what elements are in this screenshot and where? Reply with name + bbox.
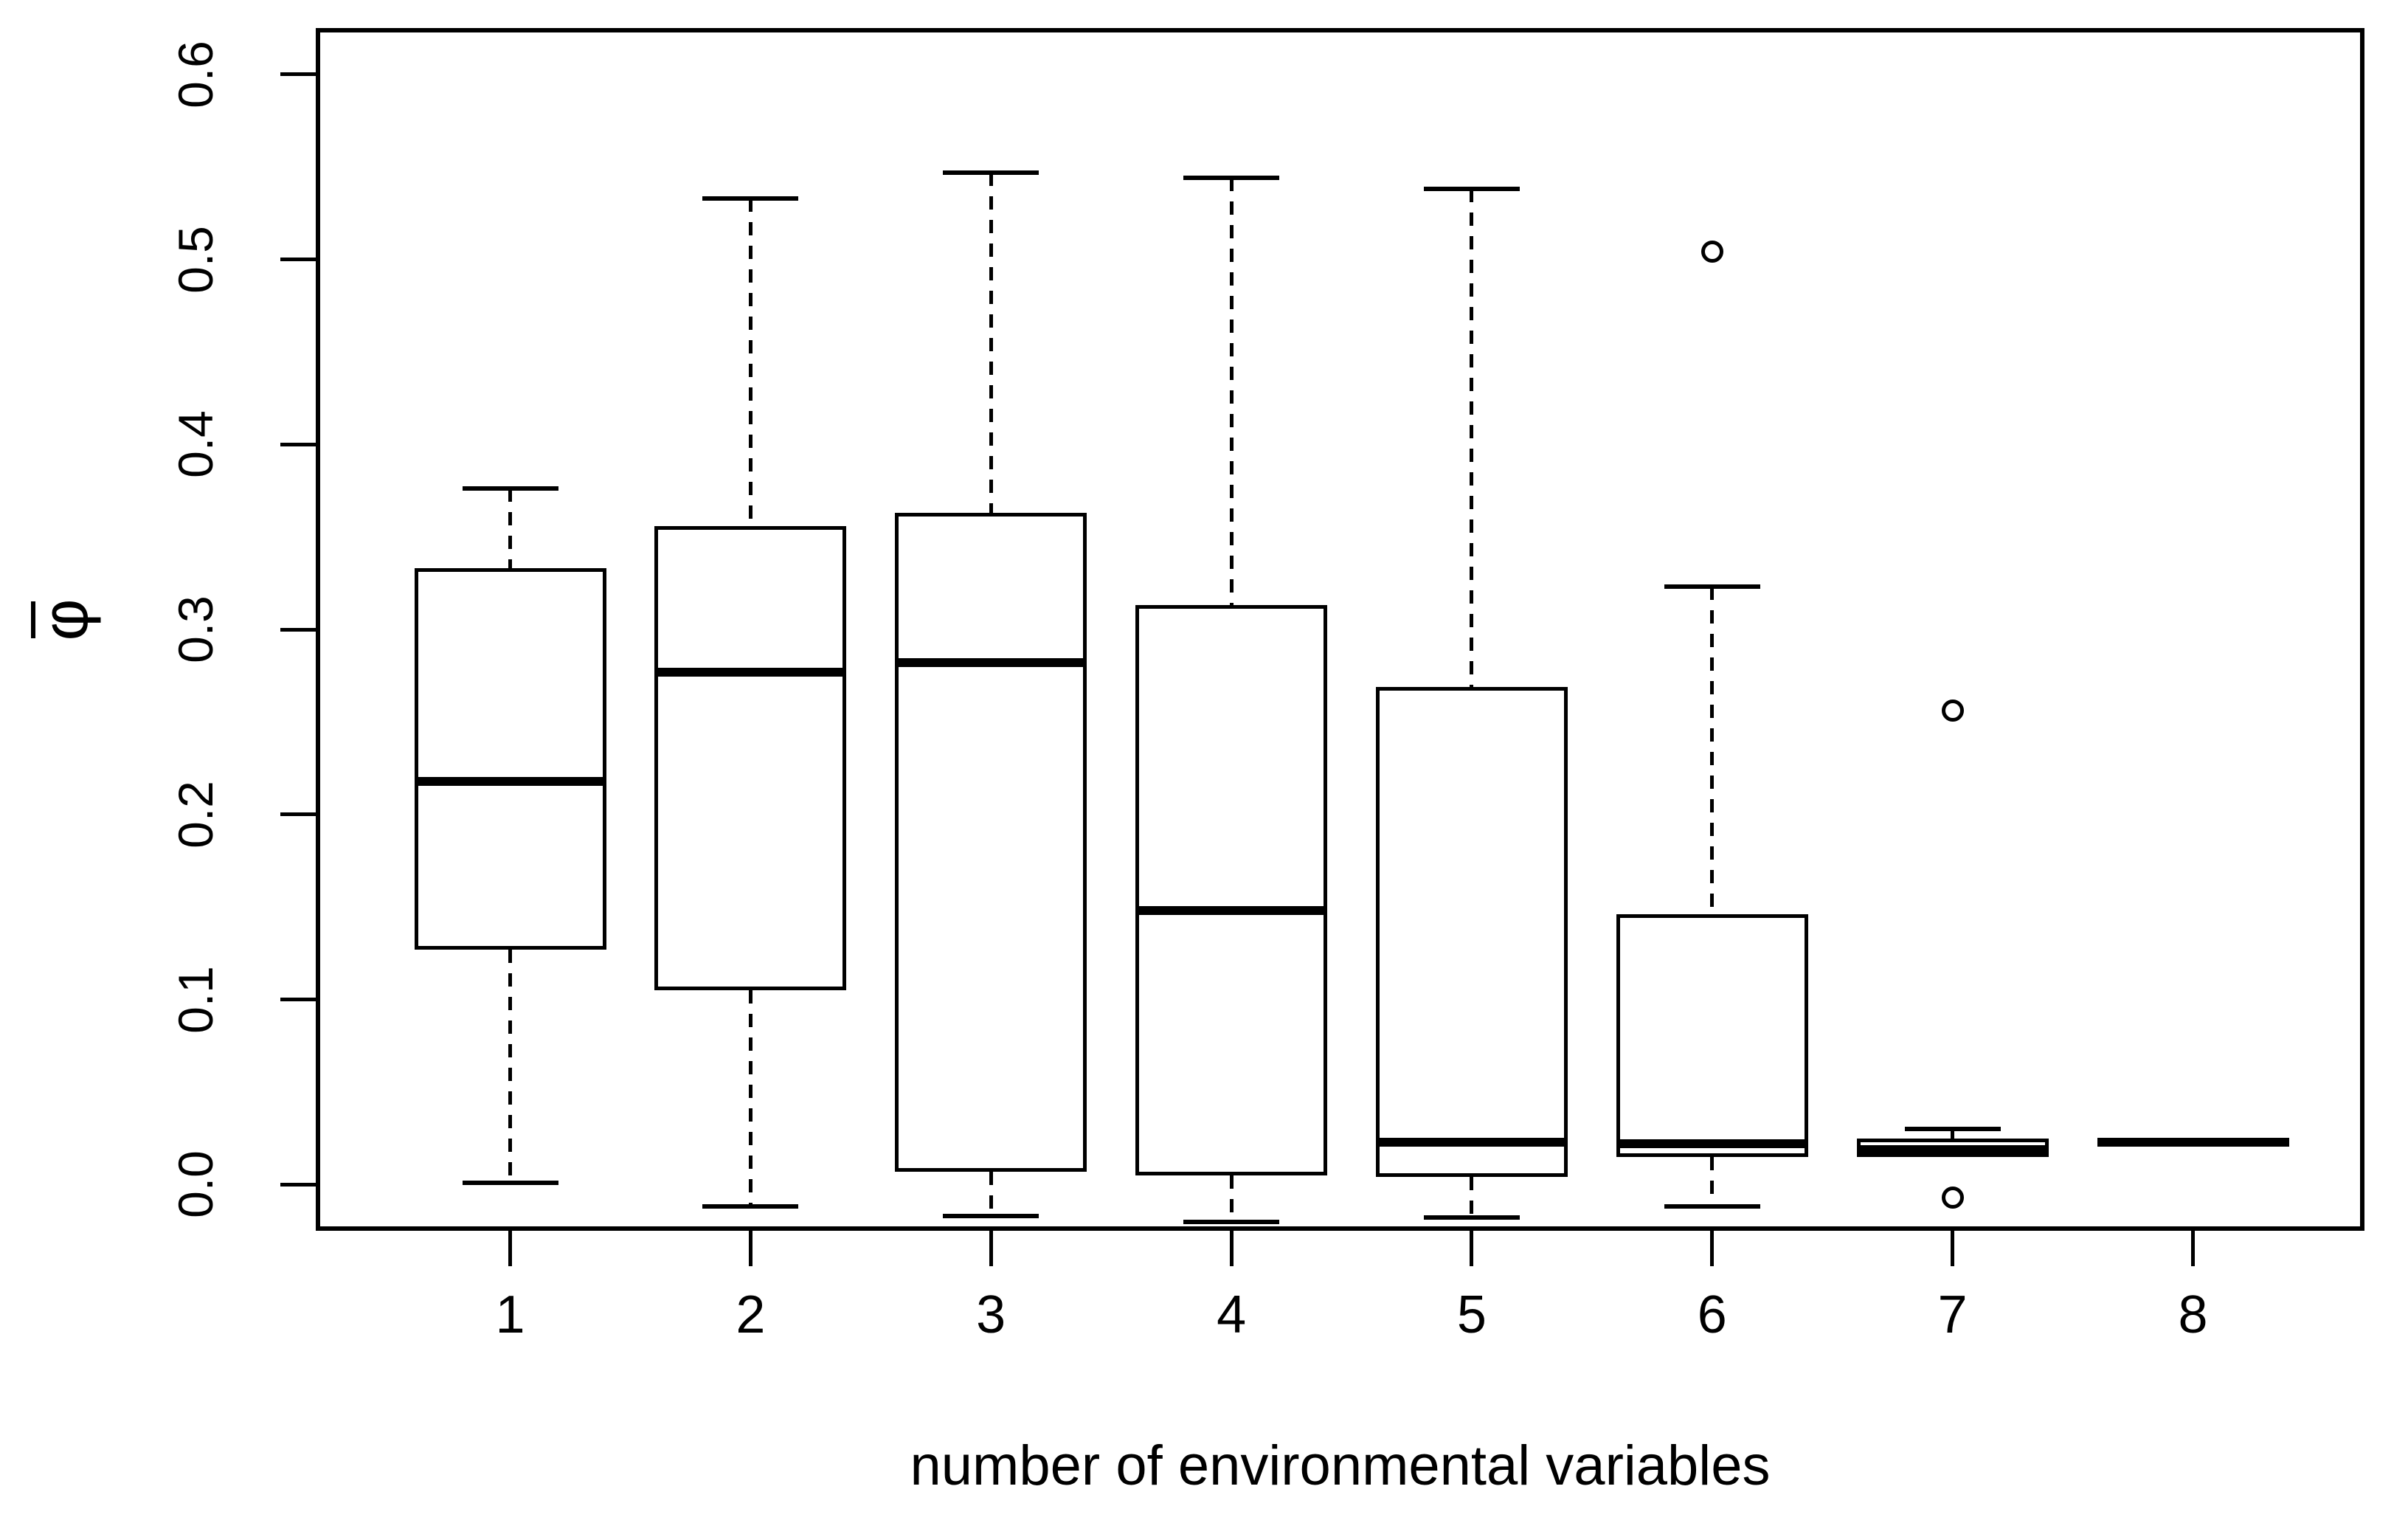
outlier-point xyxy=(1941,700,1964,722)
y-axis-tick xyxy=(280,1182,316,1187)
median-line xyxy=(1135,906,1328,916)
x-axis-tick xyxy=(1229,1231,1234,1266)
plot-border xyxy=(316,28,2364,1231)
x-axis-tick xyxy=(1951,1231,1955,1266)
x-axis-tick xyxy=(1710,1231,1715,1266)
x-axis-tick xyxy=(2191,1231,2195,1266)
iqr-box xyxy=(1135,605,1328,1175)
upper-whisker xyxy=(1470,189,1474,687)
lower-whisker xyxy=(748,990,752,1207)
y-axis-tick-label: 0.0 xyxy=(168,1150,223,1219)
x-axis-tick-label: 8 xyxy=(2178,1285,2208,1344)
x-axis-tick xyxy=(989,1231,993,1266)
x-axis-title: number of environmental variables xyxy=(910,1434,1771,1497)
upper-whisker-cap xyxy=(1904,1127,2001,1132)
lower-whisker-cap xyxy=(462,1180,558,1185)
median-line xyxy=(2097,1137,2289,1147)
iqr-box xyxy=(1375,686,1568,1178)
iqr-box xyxy=(895,513,1087,1172)
y-axis-tick-label: 0.6 xyxy=(168,40,223,108)
iqr-box xyxy=(1616,914,1808,1157)
upper-whisker-cap xyxy=(1183,176,1280,181)
y-axis-tick-label: 0.2 xyxy=(168,780,223,849)
x-axis-tick-label: 1 xyxy=(495,1285,525,1344)
lower-whisker-cap xyxy=(1183,1219,1280,1224)
x-axis-tick xyxy=(508,1231,512,1266)
lower-whisker-cap xyxy=(702,1204,799,1209)
lower-whisker xyxy=(508,949,512,1183)
x-axis-tick xyxy=(748,1231,752,1266)
iqr-box xyxy=(414,568,606,950)
median-line xyxy=(895,658,1087,668)
x-axis-tick-label: 7 xyxy=(1937,1285,1968,1344)
plot-area xyxy=(316,28,2364,1231)
upper-whisker-cap xyxy=(462,486,558,491)
x-axis-tick-label: 5 xyxy=(1456,1285,1487,1344)
lower-whisker xyxy=(1710,1156,1715,1207)
phi-bar-symbol: φ xyxy=(28,598,101,641)
lower-whisker xyxy=(989,1171,993,1216)
y-axis-tick-label: 0.1 xyxy=(168,965,223,1034)
lower-whisker xyxy=(1229,1175,1234,1222)
lower-whisker-cap xyxy=(943,1213,1039,1218)
median-line xyxy=(1616,1139,1808,1149)
y-axis-tick xyxy=(280,72,316,77)
upper-whisker-cap xyxy=(1664,584,1760,590)
y-axis-title: φ xyxy=(2,561,128,679)
upper-whisker xyxy=(1951,1129,1955,1139)
lower-whisker-cap xyxy=(1423,1215,1520,1220)
upper-whisker xyxy=(748,198,752,526)
x-axis-tick-label: 6 xyxy=(1697,1285,1727,1344)
lower-whisker-cap xyxy=(1664,1204,1760,1209)
x-axis-tick-label: 3 xyxy=(976,1285,1006,1344)
lower-whisker xyxy=(1470,1177,1474,1218)
upper-whisker xyxy=(1710,587,1715,915)
y-axis-tick xyxy=(280,627,316,632)
x-axis-tick-label: 2 xyxy=(736,1285,766,1344)
median-line xyxy=(1856,1144,2049,1154)
y-axis-tick xyxy=(280,258,316,261)
y-axis-tick-label: 0.3 xyxy=(168,595,223,663)
median-line xyxy=(414,776,606,786)
outlier-point xyxy=(1941,1186,1964,1209)
outlier-point xyxy=(1701,241,1723,263)
y-axis-tick xyxy=(280,442,316,446)
upper-whisker-cap xyxy=(1423,187,1520,192)
x-axis-tick-label: 4 xyxy=(1217,1285,1247,1344)
median-line xyxy=(1375,1137,1568,1147)
y-axis-tick xyxy=(280,812,316,817)
upper-whisker-cap xyxy=(702,196,799,201)
median-line xyxy=(654,667,847,677)
iqr-box xyxy=(654,525,847,990)
y-axis-tick xyxy=(280,998,316,1001)
y-axis-tick-label: 0.4 xyxy=(168,410,223,479)
upper-whisker xyxy=(508,488,512,569)
x-axis-tick xyxy=(1470,1231,1474,1266)
upper-whisker-cap xyxy=(943,170,1039,175)
y-axis-tick-label: 0.5 xyxy=(168,225,223,294)
upper-whisker xyxy=(1229,178,1234,606)
upper-whisker xyxy=(989,172,993,513)
